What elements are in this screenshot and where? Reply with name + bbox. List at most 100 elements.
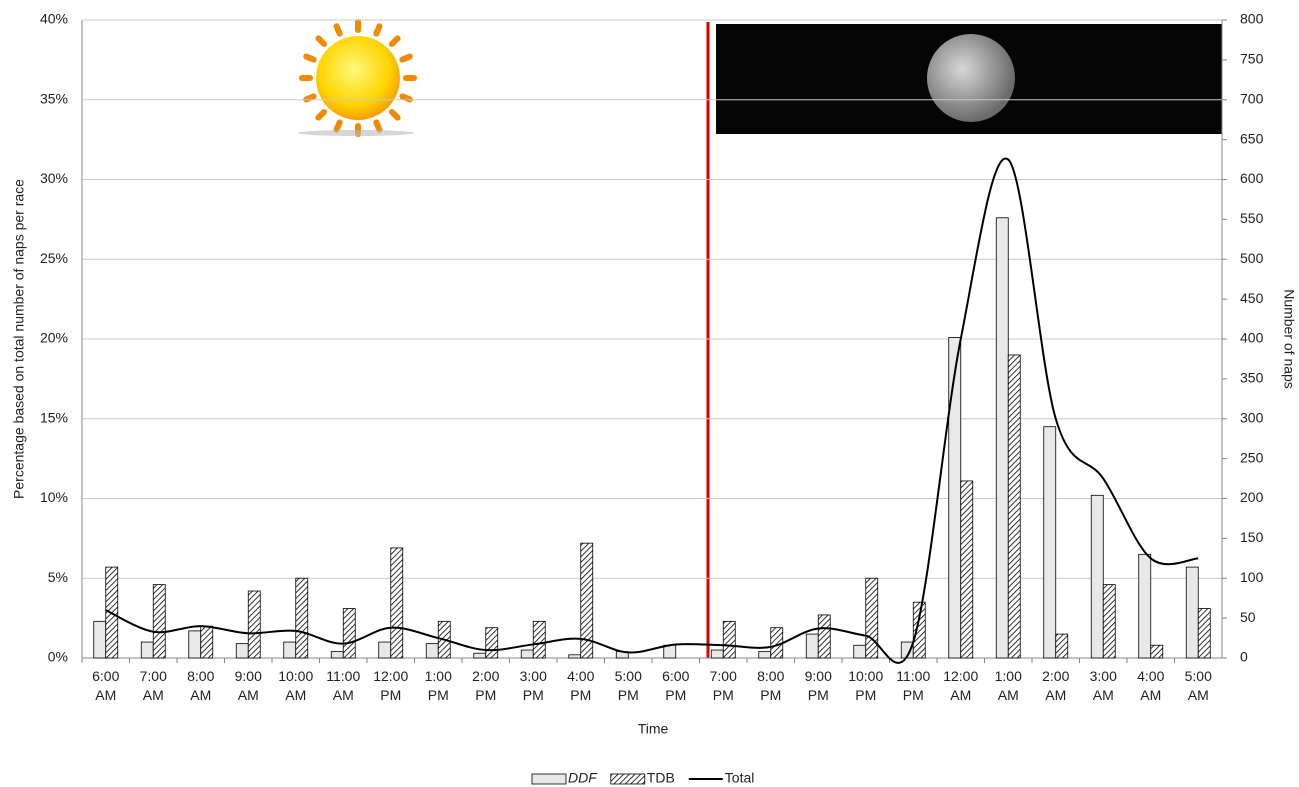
bar (426, 644, 438, 658)
bar (723, 621, 735, 658)
y-tick-label: 10% (40, 489, 68, 505)
bar (94, 621, 106, 658)
bar (296, 578, 308, 658)
y2-tick-label: 500 (1240, 250, 1264, 266)
x-tick-label: 7:00 PM (701, 667, 745, 705)
x-tick-label: 8:00 PM (749, 667, 793, 705)
bar (474, 653, 486, 658)
y2-tick-label: 150 (1240, 529, 1264, 545)
bar (866, 578, 878, 658)
bar (236, 644, 248, 658)
legend-swatch (532, 774, 566, 784)
bar (1151, 645, 1163, 658)
bar (1103, 585, 1115, 658)
bar (331, 652, 343, 658)
bar (533, 621, 545, 658)
x-tick-label: 2:00 AM (1034, 667, 1078, 705)
bar (664, 645, 676, 658)
legend-label: DDF (568, 770, 598, 786)
bar (189, 631, 201, 658)
bar (201, 626, 213, 658)
y-tick-label: 30% (40, 170, 68, 186)
x-tick-label: 9:00 PM (796, 667, 840, 705)
y-tick-label: 5% (48, 569, 68, 585)
legend-label: TDB (647, 770, 675, 786)
bar (1139, 554, 1151, 658)
bar (961, 481, 973, 658)
bar (153, 585, 165, 658)
bar (1044, 427, 1056, 658)
y2-tick-label: 400 (1240, 330, 1264, 346)
bar (486, 628, 498, 658)
x-tick-label: 3:00 PM (511, 667, 555, 705)
y2-tick-label: 50 (1240, 609, 1256, 625)
chart-container: Percentage based on total number of naps… (0, 0, 1299, 787)
y2-tick-label: 350 (1240, 370, 1264, 386)
y-axis-title: Percentage based on total number of naps… (11, 179, 27, 499)
legend-label: Total (725, 770, 755, 786)
x-tick-label: 12:00 AM (939, 667, 983, 705)
x-tick-label: 4:00 PM (559, 667, 603, 705)
bar (996, 218, 1008, 658)
y2-tick-label: 800 (1240, 11, 1264, 27)
x-tick-label: 4:00 AM (1129, 667, 1173, 705)
x-tick-label: 5:00 PM (606, 667, 650, 705)
y2-tick-label: 0 (1240, 649, 1248, 665)
bar (759, 652, 771, 658)
bar (569, 655, 581, 658)
y2-tick-label: 650 (1240, 130, 1264, 146)
y2-tick-label: 100 (1240, 569, 1264, 585)
bar (818, 615, 830, 658)
x-tick-label: 9:00 AM (226, 667, 270, 705)
bar (1091, 495, 1103, 658)
y2-tick-label: 600 (1240, 170, 1264, 186)
bar (1056, 634, 1068, 658)
y-tick-label: 0% (48, 649, 68, 665)
bar (391, 548, 403, 658)
x-axis-title: Time (638, 721, 669, 737)
y2-tick-label: 750 (1240, 51, 1264, 67)
x-tick-label: 7:00 AM (131, 667, 175, 705)
bar (521, 650, 533, 658)
y2-tick-label: 250 (1240, 449, 1264, 465)
bar (343, 609, 355, 658)
bar (379, 642, 391, 658)
y2-tick-label: 300 (1240, 409, 1264, 425)
x-tick-label: 2:00 PM (464, 667, 508, 705)
x-tick-label: 1:00 PM (416, 667, 460, 705)
bar (806, 634, 818, 658)
x-tick-label: 1:00 AM (986, 667, 1030, 705)
y-tick-label: 35% (40, 90, 68, 106)
bar (854, 645, 866, 658)
y2-axis-title: Number of naps (1281, 289, 1297, 389)
x-tick-label: 8:00 AM (179, 667, 223, 705)
y-tick-label: 40% (40, 11, 68, 27)
x-tick-label: 3:00 AM (1081, 667, 1125, 705)
bar (248, 591, 260, 658)
bar (949, 337, 961, 658)
x-tick-label: 11:00 PM (891, 667, 935, 705)
moon-image (716, 24, 1222, 134)
y-tick-label: 20% (40, 330, 68, 346)
y2-tick-label: 700 (1240, 90, 1264, 106)
x-tick-label: 5:00 AM (1176, 667, 1220, 705)
x-tick-label: 10:00 PM (844, 667, 888, 705)
bar (1186, 567, 1198, 658)
bar (913, 602, 925, 658)
x-tick-label: 6:00 AM (84, 667, 128, 705)
sun-icon (298, 22, 414, 136)
y-tick-label: 25% (40, 250, 68, 266)
bar (1198, 609, 1210, 658)
x-tick-label: 10:00 AM (274, 667, 318, 705)
y2-tick-label: 450 (1240, 290, 1264, 306)
legend-swatch (611, 774, 645, 784)
line (106, 158, 1199, 662)
bar (1008, 355, 1020, 658)
bar (284, 642, 296, 658)
x-tick-label: 11:00 AM (321, 667, 365, 705)
bar (711, 650, 723, 658)
y-tick-label: 15% (40, 409, 68, 425)
bar (141, 642, 153, 658)
y2-tick-label: 550 (1240, 210, 1264, 226)
x-tick-label: 12:00 PM (369, 667, 413, 705)
